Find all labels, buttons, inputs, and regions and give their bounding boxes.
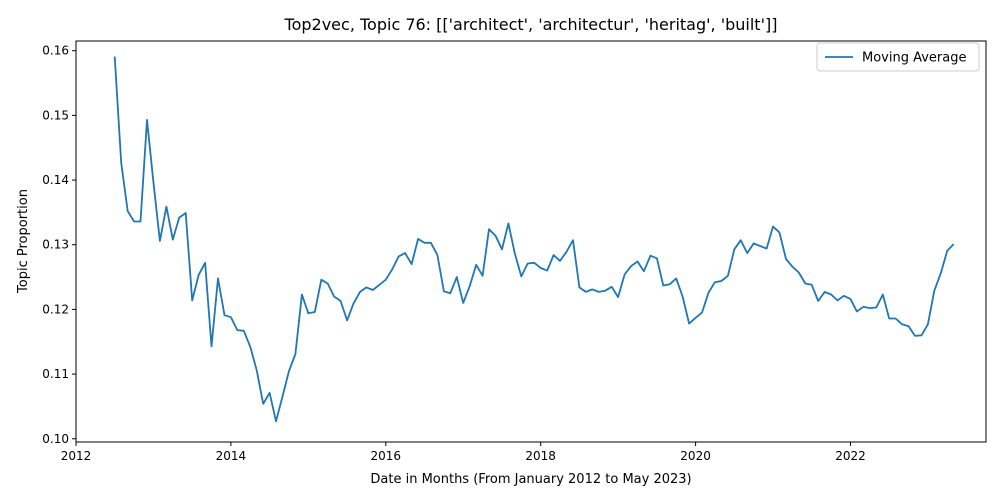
y-tick-label: 0.10	[42, 432, 69, 446]
x-tick-label: 2012	[61, 449, 92, 463]
x-tick-label: 2016	[371, 449, 402, 463]
y-tick-label: 0.12	[42, 302, 69, 316]
y-axis: 0.10 0.11 0.12 0.13 0.14 0.15 0.16	[42, 44, 76, 446]
x-axis: 2012 2014 2016 2018 2020 2022	[61, 442, 866, 463]
y-tick-label: 0.11	[42, 367, 69, 381]
x-axis-label: Date in Months (From January 2012 to May…	[370, 472, 691, 487]
y-axis-label: Topic Proportion	[16, 189, 31, 294]
y-tick-label: 0.14	[42, 173, 69, 187]
legend: Moving Average	[816, 42, 980, 72]
x-tick-label: 2014	[216, 449, 247, 463]
x-tick-label: 2022	[835, 449, 866, 463]
plot-area	[75, 40, 987, 443]
y-tick-label: 0.15	[42, 108, 69, 122]
legend-box	[816, 42, 980, 72]
x-tick-label: 2018	[525, 449, 556, 463]
plot-frame	[75, 40, 987, 443]
y-tick-label: 0.16	[42, 44, 69, 58]
series-layer	[113, 56, 955, 423]
legend-label: Moving Average	[862, 51, 966, 66]
series-line-moving-average	[113, 56, 955, 423]
chart-title: Top2vec, Topic 76: [['architect', 'archi…	[284, 15, 778, 34]
x-tick-label: 2020	[680, 449, 711, 463]
y-tick-label: 0.13	[42, 238, 69, 252]
